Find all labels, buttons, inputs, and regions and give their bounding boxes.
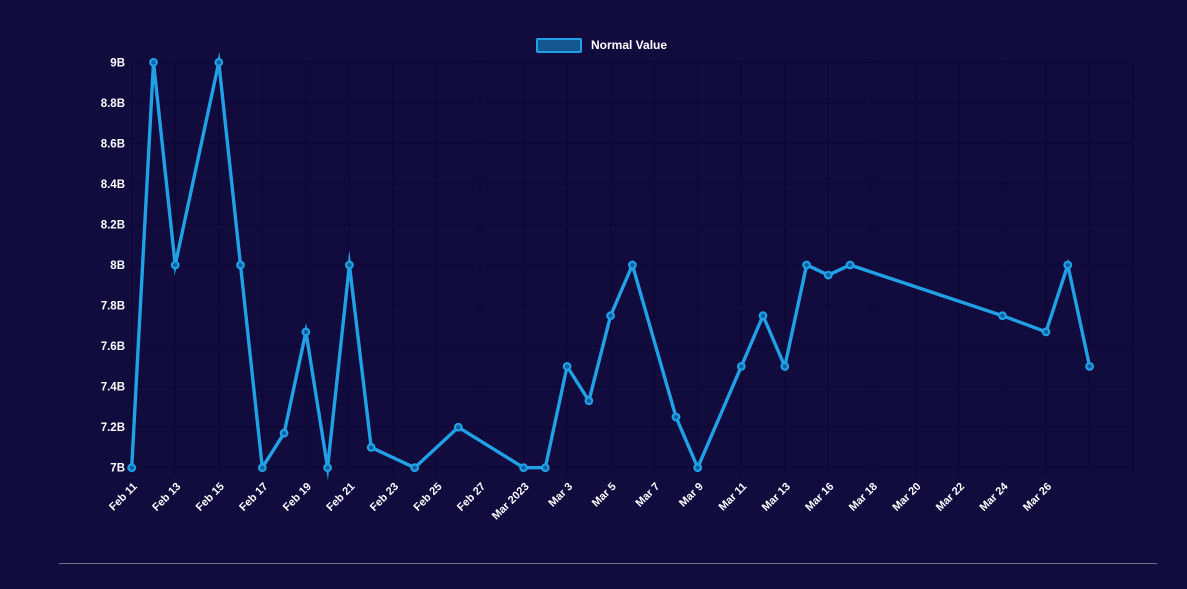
x-axis-label: Mar 7	[633, 481, 662, 510]
data-point-marker[interactable]	[1063, 260, 1073, 270]
data-point-marker[interactable]	[1041, 327, 1051, 337]
x-axis-label: Feb 23	[368, 481, 401, 514]
x-axis-label: Feb 21	[324, 481, 357, 514]
x-axis-label: Mar 24	[977, 480, 1011, 514]
y-axis-label: 7.8B	[101, 301, 125, 313]
x-axis-label: Mar 20	[890, 481, 923, 514]
x-axis-label: Feb 25	[411, 481, 444, 514]
x-axis-label: Mar 16	[803, 481, 836, 514]
x-axis-label: Mar 2023	[490, 481, 532, 523]
data-point-marker[interactable]	[823, 270, 833, 280]
y-axis-label: 7.2B	[101, 422, 125, 434]
y-axis-label: 7B	[110, 463, 125, 475]
x-axis-label: Feb 27	[455, 481, 488, 514]
data-point-marker[interactable]	[170, 260, 180, 270]
data-point-marker[interactable]	[845, 260, 855, 270]
data-point-marker[interactable]	[584, 396, 594, 406]
data-point-marker[interactable]	[236, 260, 245, 270]
data-point-marker[interactable]	[214, 57, 224, 67]
data-point-marker[interactable]	[410, 463, 420, 473]
legend[interactable]: Normal Value	[536, 38, 667, 53]
x-axis-label: Mar 18	[847, 481, 880, 514]
x-axis-label: Mar 11	[717, 481, 750, 514]
data-point-marker[interactable]	[780, 362, 790, 371]
bottom-divider	[59, 563, 1157, 564]
x-axis-label: Feb 15	[194, 481, 227, 514]
x-axis-label: Feb 11	[107, 481, 140, 514]
x-axis-label: Feb 19	[281, 481, 314, 514]
data-point-marker[interactable]	[606, 311, 615, 321]
y-axis-label: 7.6B	[101, 341, 125, 353]
x-axis-label: Mar 22	[934, 481, 967, 514]
data-point-marker[interactable]	[540, 463, 550, 473]
data-point-marker[interactable]	[1085, 362, 1094, 371]
data-point-marker[interactable]	[562, 362, 572, 371]
x-axis-label: Feb 17	[237, 481, 270, 514]
y-axis-label: 8.6B	[101, 138, 125, 150]
legend-swatch-icon	[536, 38, 582, 53]
data-point-marker[interactable]	[519, 463, 528, 473]
data-point-marker[interactable]	[345, 260, 354, 270]
data-point-marker[interactable]	[301, 327, 311, 337]
legend-label: Normal Value	[591, 38, 668, 52]
data-point-marker[interactable]	[149, 57, 158, 67]
y-axis-label: 8.8B	[101, 98, 125, 110]
y-axis-label: 8.4B	[101, 179, 125, 191]
data-point-marker[interactable]	[693, 463, 703, 473]
data-point-marker[interactable]	[127, 463, 137, 473]
data-point-marker[interactable]	[366, 443, 376, 452]
x-axis-label: Mar 26	[1021, 481, 1054, 514]
data-point-marker[interactable]	[671, 412, 681, 422]
data-point-marker[interactable]	[998, 311, 1007, 321]
x-axis-label: Mar 9	[677, 481, 706, 510]
x-axis-label: Mar 13	[760, 481, 793, 514]
y-axis-label: 9B	[110, 57, 125, 69]
y-axis-label: 7.4B	[101, 382, 125, 394]
y-axis-label: 8.2B	[101, 219, 125, 231]
y-axis-label: 8B	[110, 260, 125, 272]
data-point-marker[interactable]	[736, 362, 746, 371]
data-point-marker[interactable]	[628, 260, 637, 270]
data-point-marker[interactable]	[257, 463, 267, 473]
x-axis-label: Mar 3	[546, 481, 575, 510]
data-point-marker[interactable]	[758, 311, 768, 321]
data-point-marker[interactable]	[802, 260, 811, 270]
x-axis-label: Feb 13	[150, 481, 183, 514]
data-point-marker[interactable]	[279, 428, 289, 438]
data-point-marker[interactable]	[453, 422, 463, 432]
data-point-marker[interactable]	[323, 463, 333, 473]
x-axis-label: Mar 5	[590, 481, 619, 510]
